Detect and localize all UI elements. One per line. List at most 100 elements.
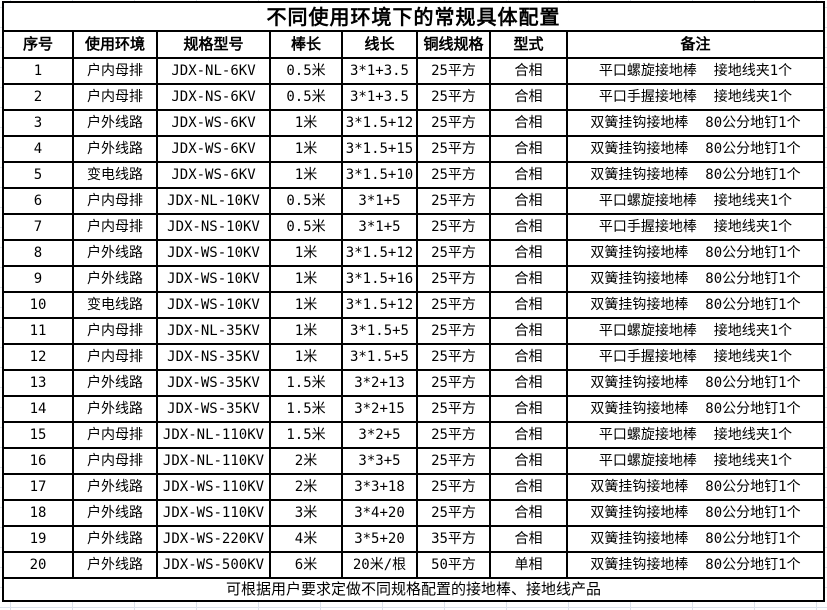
cell-wire-length: 3*1+5	[341, 187, 418, 215]
cell-remark: 双簧挂钩接地棒 80公分地钉1个	[566, 135, 825, 163]
cell-rod-length: 0.5米	[269, 187, 343, 215]
cell-type: 合相	[489, 213, 568, 241]
cell-rod-length: 3米	[269, 499, 343, 527]
cell-model: JDX-NL-110KV	[156, 421, 271, 449]
cell-environment: 户外线路	[72, 473, 158, 501]
cell-type: 合相	[489, 83, 568, 111]
cell-environment: 变电线路	[72, 161, 158, 189]
cell-model: JDX-NS-35KV	[156, 343, 271, 371]
cell-wire-length: 3*2+13	[341, 369, 418, 397]
cell-type: 合相	[489, 135, 568, 163]
cell-model: JDX-NL-35KV	[156, 317, 271, 345]
cell-remark: 双簧挂钩接地棒 80公分地钉1个	[566, 369, 825, 397]
cell-model: JDX-WS-6KV	[156, 135, 271, 163]
table-row: 2 户内母排 JDX-NS-6KV 0.5米 3*1+3.5 25平方 合相 平口手握接地棒 …	[2, 83, 825, 111]
cell-model: JDX-NS-10KV	[156, 213, 271, 241]
table-row: 14 户外线路 JDX-WS-35KV 1.5米 3*2+15 25平方 合相 双簧挂钩接地棒…	[2, 395, 825, 423]
cell-index: 4	[2, 135, 74, 163]
cell-copper-spec: 25平方	[416, 265, 491, 293]
cell-index: 20	[2, 551, 74, 579]
cell-index: 7	[2, 213, 74, 241]
cell-remark: 双簧挂钩接地棒 80公分地钉1个	[566, 265, 825, 293]
column-header-rod-length: 棒长	[269, 30, 343, 59]
cell-environment: 户外线路	[72, 239, 158, 267]
cell-copper-spec: 25平方	[416, 473, 491, 501]
cell-wire-length: 3*1.5+12	[341, 239, 418, 267]
cell-copper-spec: 25平方	[416, 83, 491, 111]
cell-copper-spec: 25平方	[416, 239, 491, 267]
cell-index: 9	[2, 265, 74, 293]
cell-model: JDX-WS-110KV	[156, 473, 271, 501]
cell-remark: 平口螺旋接地棒 接地线夹1个	[566, 447, 825, 475]
cell-type: 合相	[489, 317, 568, 345]
cell-rod-length: 2米	[269, 473, 343, 501]
cell-wire-length: 3*1.5+5	[341, 343, 418, 371]
cell-wire-length: 3*1.5+10	[341, 161, 418, 189]
cell-environment: 户内母排	[72, 83, 158, 111]
cell-wire-length: 3*5+20	[341, 525, 418, 553]
cell-rod-length: 1米	[269, 291, 343, 319]
cell-rod-length: 1米	[269, 239, 343, 267]
cell-model: JDX-WS-10KV	[156, 265, 271, 293]
cell-remark: 双簧挂钩接地棒 80公分地钉1个	[566, 161, 825, 189]
column-header-wire-length: 线长	[341, 30, 418, 59]
column-header-type: 型式	[489, 30, 568, 59]
cell-remark: 双簧挂钩接地棒 80公分地钉1个	[566, 239, 825, 267]
cell-remark: 平口手握接地棒 接地线夹1个	[566, 213, 825, 241]
cell-environment: 户外线路	[72, 135, 158, 163]
cell-rod-length: 0.5米	[269, 57, 343, 85]
cell-index: 13	[2, 369, 74, 397]
cell-index: 16	[2, 447, 74, 475]
cell-index: 1	[2, 57, 74, 85]
cell-copper-spec: 50平方	[416, 551, 491, 579]
cell-wire-length: 3*1.5+15	[341, 135, 418, 163]
cell-copper-spec: 25平方	[416, 187, 491, 215]
cell-rod-length: 1.5米	[269, 369, 343, 397]
cell-index: 17	[2, 473, 74, 501]
column-header-model: 规格型号	[156, 30, 271, 59]
cell-model: JDX-WS-6KV	[156, 161, 271, 189]
cell-type: 合相	[489, 109, 568, 137]
cell-environment: 户外线路	[72, 499, 158, 527]
table-row: 12 户内母排 JDX-NS-35KV 1米 3*1.5+5 25平方 合相 平口手握接地棒 …	[2, 343, 825, 371]
cell-type: 合相	[489, 395, 568, 423]
column-header-remark: 备注	[566, 30, 825, 59]
cell-type: 合相	[489, 447, 568, 475]
cell-wire-length: 3*1.5+12	[341, 291, 418, 319]
cell-rod-length: 0.5米	[269, 213, 343, 241]
cell-environment: 户内母排	[72, 187, 158, 215]
cell-copper-spec: 25平方	[416, 317, 491, 345]
column-header-index: 序号	[2, 30, 74, 59]
cell-environment: 变电线路	[72, 291, 158, 319]
cell-wire-length: 3*2+15	[341, 395, 418, 423]
cell-wire-length: 20米/根	[341, 551, 418, 579]
cell-copper-spec: 25平方	[416, 447, 491, 475]
cell-wire-length: 3*1+3.5	[341, 83, 418, 111]
cell-remark: 双簧挂钩接地棒 80公分地钉1个	[566, 473, 825, 501]
cell-type: 合相	[489, 473, 568, 501]
cell-remark: 双簧挂钩接地棒 80公分地钉1个	[566, 499, 825, 527]
cell-wire-length: 3*1+3.5	[341, 57, 418, 85]
cell-rod-length: 1米	[269, 265, 343, 293]
column-header-environment: 使用环境	[72, 30, 158, 59]
cell-type: 单相	[489, 551, 568, 579]
cell-wire-length: 3*1.5+16	[341, 265, 418, 293]
cell-copper-spec: 25平方	[416, 343, 491, 371]
cell-type: 合相	[489, 343, 568, 371]
cell-wire-length: 3*1.5+12	[341, 109, 418, 137]
cell-type: 合相	[489, 499, 568, 527]
cell-environment: 户内母排	[72, 421, 158, 449]
table-row: 3 户外线路 JDX-WS-6KV 1米 3*1.5+12 25平方 合相 双簧挂钩接地棒 8…	[2, 109, 825, 137]
cell-copper-spec: 25平方	[416, 395, 491, 423]
cell-model: JDX-NL-110KV	[156, 447, 271, 475]
cell-environment: 户内母排	[72, 343, 158, 371]
cell-copper-spec: 25平方	[416, 499, 491, 527]
cell-model: JDX-WS-500KV	[156, 551, 271, 579]
cell-model: JDX-WS-10KV	[156, 239, 271, 267]
cell-rod-length: 1米	[269, 343, 343, 371]
cell-model: JDX-WS-35KV	[156, 369, 271, 397]
page-title: 不同使用环境下的常规具体配置	[2, 1, 825, 32]
cell-wire-length: 3*2+5	[341, 421, 418, 449]
cell-type: 合相	[489, 239, 568, 267]
